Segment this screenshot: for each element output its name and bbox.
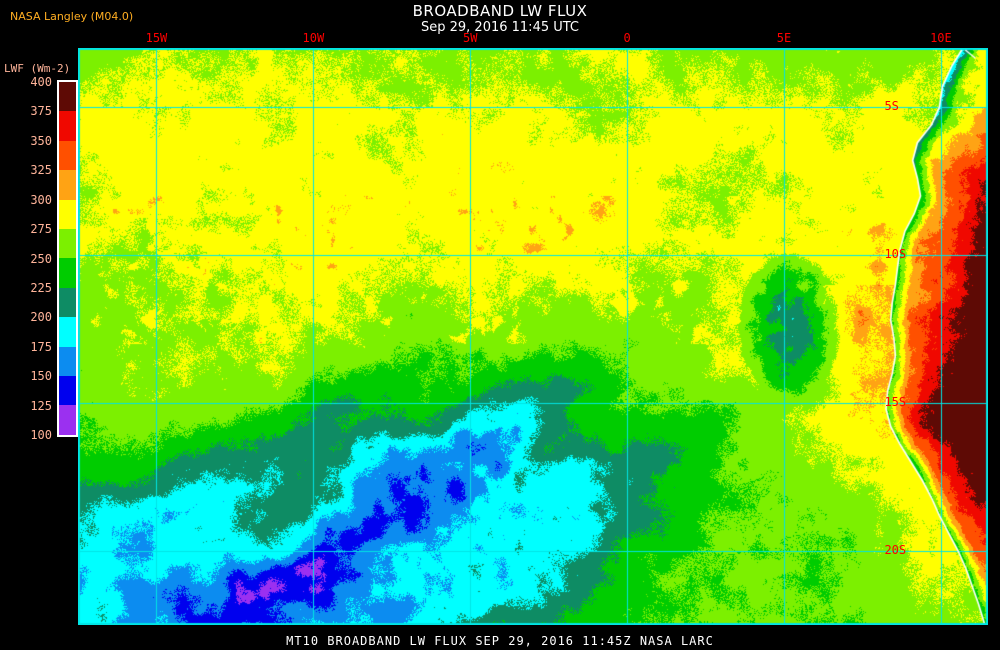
colorbar-tick-label: 300 [30,192,52,207]
longitude-tick-label: 5E [776,31,792,45]
colorbar-tick-label: 150 [30,369,52,384]
colorbar-band [59,140,76,171]
flux-map-canvas [78,48,988,625]
colorbar-band [59,258,76,288]
colorbar-tick-label: 350 [30,133,52,148]
colorbar-band [59,170,76,200]
colorbar-tick-label: 250 [30,251,52,266]
colorbar-band [59,376,76,406]
colorbar-tick-label: 225 [30,280,52,295]
colorbar-band [59,405,76,435]
colorbar-band [59,317,76,347]
longitude-tick-label: 15W [145,31,168,45]
latitude-tick-label: 15S [884,395,907,410]
colorbar-tick-label: 125 [30,398,52,413]
colorbar-band [59,82,76,112]
colorbar-tick-label: 275 [30,222,52,237]
colorbar-band [59,287,76,318]
agency-label: NASA Langley (M04.0) [10,10,134,23]
colorbar-tick-label: 175 [30,339,52,354]
page-title: BROADBAND LW FLUX [412,2,588,20]
colorbar-band [59,111,76,141]
colorbar-tick-label: 100 [30,428,52,442]
status-bar: MT10 BROADBAND LW FLUX SEP 29, 2016 11:4… [286,634,714,648]
colorbar-tick-label: 200 [30,310,52,325]
colorbar-ticks: 400 375 350 325 300 275 250 225 200 175 150 125 100 [0,76,52,441]
colorbar-tick-label: 375 [30,104,52,119]
flux-map [78,48,988,625]
latitude-tick-label: 20S [884,543,907,558]
longitude-tick-label: 10E [930,31,952,45]
colorbar-tick-label: 325 [30,163,52,178]
colorbar-band [59,346,76,377]
page-subtitle: Sep 29, 2016 11:45 UTC [420,20,580,35]
colorbar-band [59,199,76,230]
colorbar [57,80,78,437]
latitude-tick-label: 5S [884,99,899,114]
colorbar-title: LWF (Wm-2) [4,62,71,75]
longitude-tick-label: 5W [463,31,478,45]
longitude-tick-label: 0 [623,31,631,45]
latitude-tick-label: 10S [884,247,907,262]
longitude-tick-label: 10W [302,31,325,45]
colorbar-band [59,229,76,259]
colorbar-tick-label: 400 [30,75,52,89]
